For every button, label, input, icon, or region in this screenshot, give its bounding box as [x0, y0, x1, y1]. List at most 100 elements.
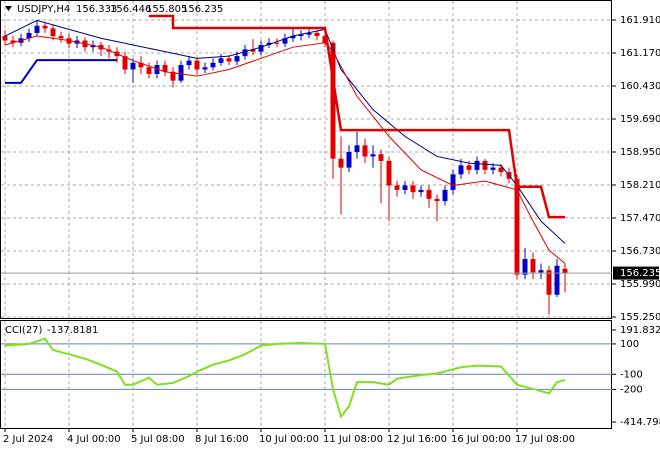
y-tick-label: 155.250 — [620, 312, 660, 323]
candle-body — [530, 259, 536, 273]
y-tick-label: 161.170 — [620, 48, 660, 59]
candle-body — [402, 185, 408, 190]
chart-title: USDJPY,H4 — [17, 4, 70, 15]
candle-body — [394, 185, 400, 190]
candle-body — [322, 36, 328, 43]
overlay-line — [4, 35, 566, 264]
candle-body — [346, 151, 352, 168]
x-tick-label: 10 Jul 00:00 — [259, 434, 319, 445]
candle-body — [194, 60, 200, 70]
overlay-line — [5, 59, 117, 84]
candle-body — [498, 167, 504, 173]
candle-body — [314, 32, 320, 37]
candle-body — [50, 28, 56, 37]
overlay-line — [4, 19, 566, 244]
candle-body — [546, 270, 552, 295]
candle-body — [34, 25, 40, 33]
close-value: 156.235 — [182, 4, 223, 15]
candle-body — [418, 189, 424, 193]
candle-body — [298, 34, 304, 37]
candle-body — [442, 189, 448, 202]
y-tick-label: 158.210 — [620, 180, 660, 191]
y-tick-label: 161.910 — [620, 15, 660, 26]
candle-body — [178, 65, 184, 81]
candle-body — [562, 268, 568, 274]
candle-body — [290, 36, 296, 39]
candle-body — [474, 160, 480, 170]
y-tick-label: 191.8324 — [620, 325, 660, 336]
candle-body — [338, 158, 344, 168]
y-tick-label: 160.430 — [620, 81, 660, 92]
overlay-line — [149, 14, 565, 219]
candle-body — [354, 145, 360, 152]
candle-body — [522, 259, 528, 275]
x-tick-label: 17 Jul 08:00 — [515, 434, 575, 445]
current-price-label: 156.235 — [620, 268, 660, 279]
candle-body — [554, 265, 560, 295]
x-tick-label: 2 Jul 2024 — [3, 434, 53, 445]
candle-body — [186, 60, 192, 66]
candle-body — [26, 32, 32, 39]
candle-body — [538, 270, 544, 273]
candle-body — [258, 44, 264, 52]
candle-body — [282, 38, 288, 44]
x-tick-label: 4 Jul 00:00 — [67, 434, 121, 445]
candle-body — [90, 44, 96, 48]
candle-body — [130, 62, 136, 70]
candle-body — [266, 42, 272, 45]
candle-body — [458, 165, 464, 175]
candle-body — [58, 36, 64, 39]
candle-body — [10, 40, 16, 43]
candle-body — [274, 42, 280, 44]
indicator-title: CCI(27) — [5, 325, 43, 336]
candle-body — [122, 56, 128, 70]
candle-body — [170, 71, 176, 81]
candle-body — [42, 25, 48, 29]
candle-body — [466, 165, 472, 170]
candle-body — [226, 58, 232, 62]
candle-body — [330, 42, 336, 159]
candle-body — [370, 154, 376, 157]
candle-body — [154, 65, 160, 74]
price-panel — [0, 0, 612, 319]
candle-body — [218, 58, 224, 63]
candle-body — [434, 198, 440, 202]
candle-body — [450, 174, 456, 190]
candle-body — [482, 160, 488, 170]
candle-body — [202, 67, 208, 70]
candle-body — [146, 67, 152, 74]
candle-body — [426, 189, 432, 199]
y-tick-label: 159.690 — [620, 114, 660, 125]
candle-body — [386, 160, 392, 186]
candle-body — [138, 62, 144, 68]
candle-body — [2, 36, 8, 41]
candle-body — [242, 49, 248, 57]
candle-body — [514, 178, 520, 275]
candle-body — [234, 56, 240, 62]
y-tick-label: 155.990 — [620, 279, 660, 290]
y-tick-label: 157.470 — [620, 213, 660, 224]
indicator-value: -137.8181 — [47, 325, 98, 336]
x-tick-label: 11 Jul 08:00 — [323, 434, 383, 445]
candle-body — [210, 62, 216, 68]
x-tick-label: 12 Jul 16:00 — [387, 434, 447, 445]
y-tick-label: -200 — [620, 384, 643, 395]
y-tick-label: 100 — [620, 339, 639, 350]
candle-body — [162, 65, 168, 72]
x-tick-label: 5 Jul 08:00 — [131, 434, 185, 445]
x-tick-label: 8 Jul 16:00 — [195, 434, 249, 445]
candle-body — [378, 154, 384, 161]
candle-body — [490, 167, 496, 170]
low-value: 155.805 — [146, 4, 187, 15]
candle-body — [362, 145, 368, 157]
indicator-line — [4, 337, 566, 419]
x-tick-label: 16 Jul 00:00 — [451, 434, 511, 445]
menu-arrow — [5, 6, 12, 11]
y-tick-label: 156.730 — [620, 246, 660, 257]
y-tick-label: 158.950 — [620, 147, 660, 158]
candle-body — [306, 32, 312, 35]
y-tick-label: -100 — [620, 369, 643, 380]
y-tick-label: -414.7988 — [620, 417, 660, 428]
high-value: 156.446 — [110, 4, 151, 15]
